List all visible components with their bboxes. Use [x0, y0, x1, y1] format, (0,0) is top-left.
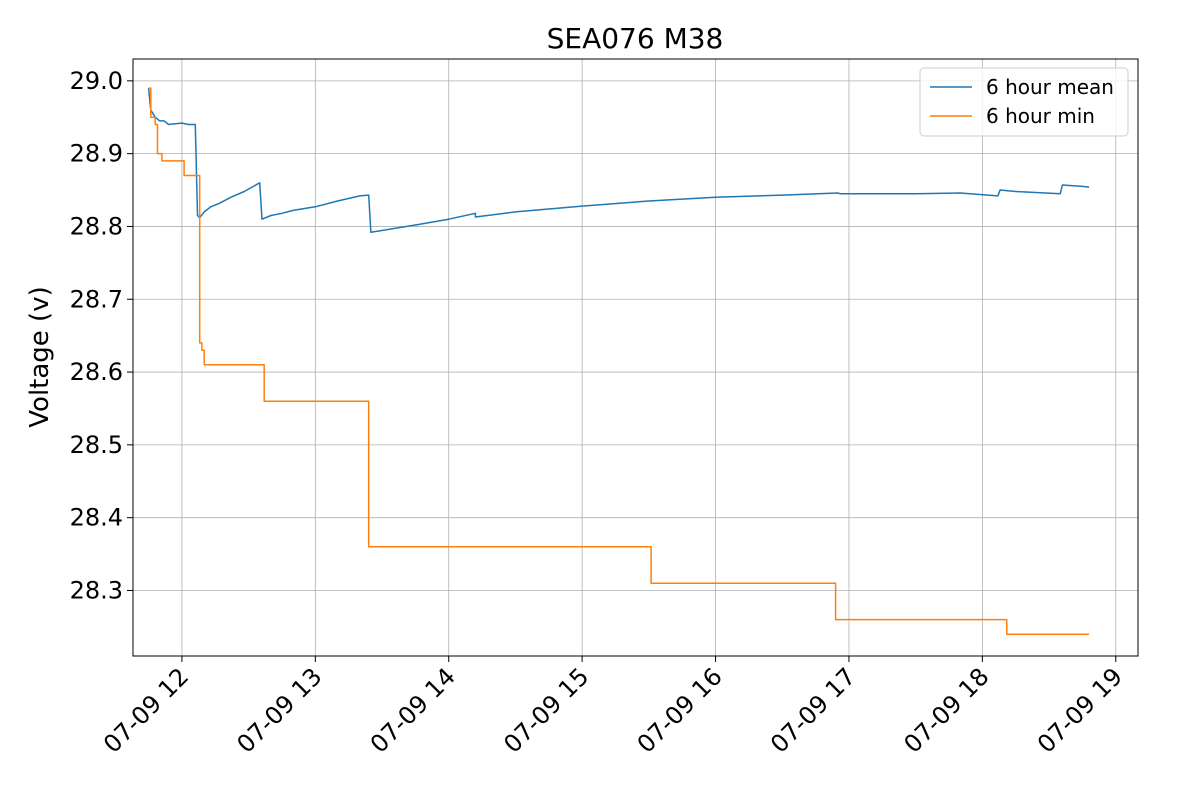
y-tick-label: 28.8 — [70, 212, 123, 240]
series-line-mean — [147, 88, 1090, 234]
y-tick-label: 28.9 — [70, 140, 123, 168]
y-tick-label: 28.7 — [70, 285, 123, 313]
y-tick-label: 29.0 — [70, 67, 123, 95]
x-tick-label: 07-09 15 — [498, 662, 594, 758]
series-layer — [147, 87, 1090, 635]
legend-box — [919, 67, 1129, 137]
y-axis-label: Voltage (v) — [25, 286, 55, 427]
y-tick-label: 28.6 — [70, 358, 123, 386]
series-line-min — [148, 87, 1090, 635]
legend: 6 hour mean 6 hour min — [919, 67, 1129, 137]
legend-label-mean: 6 hour mean — [986, 75, 1114, 99]
x-tick-label: 07-09 13 — [231, 662, 327, 758]
y-tick-label: 28.5 — [70, 431, 123, 459]
x-tick-label: 07-09 17 — [765, 662, 861, 758]
x-tick-label: 07-09 14 — [365, 662, 461, 758]
grid-lines — [133, 59, 1138, 656]
x-tick-label: 07-09 18 — [899, 662, 995, 758]
axis-ticks: 28.3 28.4 28.5 28.6 28.7 28.8 28.9 29.0 07-09 12… — [70, 67, 1128, 759]
y-tick-label: 28.4 — [70, 504, 123, 532]
x-tick-label: 07-09 19 — [1032, 662, 1128, 758]
plot-frame — [132, 58, 1139, 657]
x-tick-label: 07-09 12 — [98, 662, 194, 758]
y-tick-label: 28.3 — [70, 576, 123, 604]
x-tick-label: 07-09 16 — [632, 662, 728, 758]
legend-label-min: 6 hour min — [986, 104, 1095, 128]
chart-title: SEA076 M38 — [547, 22, 724, 55]
